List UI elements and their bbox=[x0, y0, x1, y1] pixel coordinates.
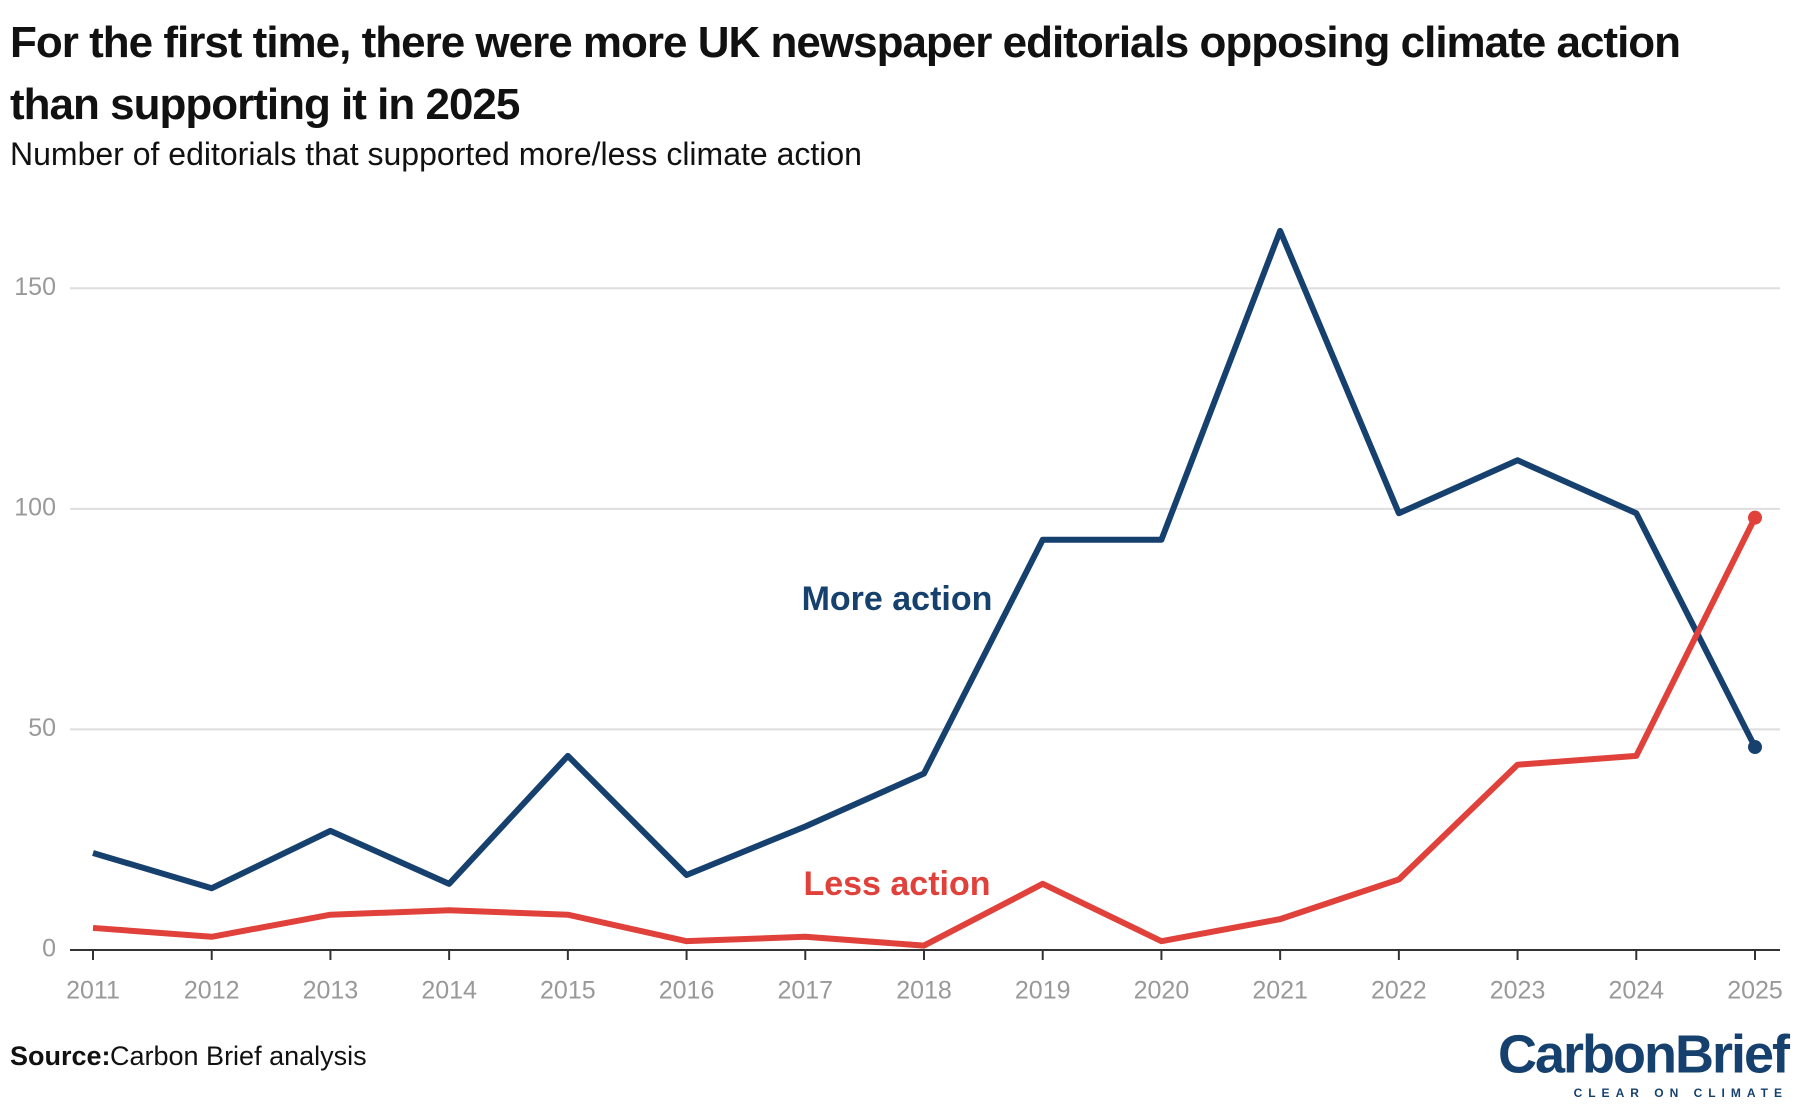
x-tick-label: 2013 bbox=[303, 977, 359, 1005]
line bbox=[92, 516, 1758, 949]
y-tick-label: 0 bbox=[42, 935, 56, 963]
y-tick-label: 100 bbox=[14, 493, 56, 521]
x-tick-label: 2012 bbox=[184, 977, 240, 1005]
end-point bbox=[1748, 740, 1762, 755]
chart-subtitle: Number of editorials that supported more… bbox=[10, 136, 862, 172]
line bbox=[92, 227, 1758, 892]
series-label: Less action bbox=[803, 865, 990, 903]
x-tick-label: 2015 bbox=[540, 977, 596, 1005]
x-tick-label: 2023 bbox=[1490, 977, 1546, 1005]
series-label: More action bbox=[802, 580, 993, 618]
end-point bbox=[1748, 510, 1762, 525]
logo: CarbonBrief bbox=[1498, 1024, 1791, 1084]
x-tick-label: 2017 bbox=[777, 977, 833, 1005]
x-tick-label: 2020 bbox=[1134, 977, 1190, 1005]
x-tick-label: 2011 bbox=[66, 977, 120, 1005]
y-tick-label: 50 bbox=[28, 714, 56, 742]
chart-title: For the first time, there were more UK n… bbox=[10, 18, 1681, 129]
x-tick-label: 2024 bbox=[1608, 977, 1664, 1005]
y-tick-label: 150 bbox=[14, 273, 56, 301]
x-tick-label: 2025 bbox=[1727, 977, 1783, 1005]
source-label: Source: bbox=[10, 1041, 111, 1071]
x-tick-label: 2016 bbox=[659, 977, 715, 1005]
source: Carbon Brief analysis bbox=[110, 1041, 367, 1071]
x-tick-label: 2022 bbox=[1371, 977, 1427, 1005]
x-tick-label: 2018 bbox=[896, 977, 952, 1005]
x-tick-label: 2021 bbox=[1252, 977, 1308, 1005]
x-tick-label: 2014 bbox=[421, 977, 477, 1005]
logo-tagline: CLEAR ON CLIMATE bbox=[1574, 1086, 1788, 1100]
x-tick-label: 2019 bbox=[1015, 977, 1071, 1005]
